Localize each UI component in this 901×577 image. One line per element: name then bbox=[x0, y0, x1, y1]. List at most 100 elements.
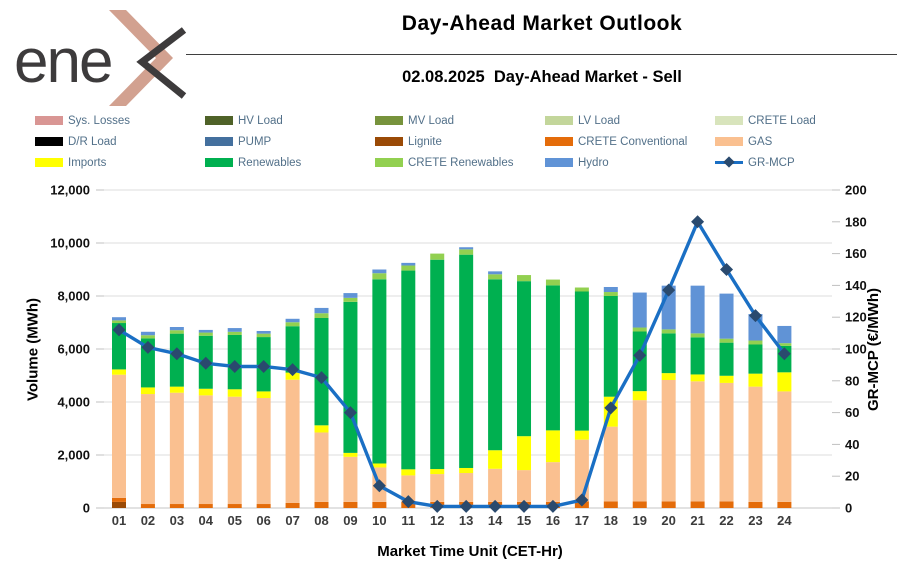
gr-mcp-marker-h07 bbox=[286, 363, 300, 377]
bar-segment-renewables-h16 bbox=[545, 285, 560, 431]
bar-segment-crete-conventional-h03 bbox=[169, 504, 184, 508]
gr-mcp-marker-h14 bbox=[488, 499, 502, 513]
right-axis-tick-label: 160 bbox=[845, 246, 867, 261]
bar-segment-crete-renewables-h15 bbox=[517, 275, 532, 282]
bar-segment-gas-h07 bbox=[285, 379, 300, 503]
bar-segment-hydro-h02 bbox=[140, 331, 155, 336]
bar-segment-renewables-h14 bbox=[488, 279, 503, 451]
gr-mcp-marker-h13 bbox=[459, 499, 473, 513]
bar-segment-hydro-h07 bbox=[285, 318, 300, 323]
x-axis-label-h10: 10 bbox=[372, 513, 386, 528]
x-axis-label-h23: 23 bbox=[748, 513, 762, 528]
bar-segment-crete-conventional-h22 bbox=[719, 501, 734, 508]
x-axis-label-h24: 24 bbox=[777, 513, 792, 528]
bar-segment-hydro-h22 bbox=[719, 293, 734, 339]
left-axis-tick-label: 12,000 bbox=[50, 183, 90, 198]
right-axis-tick-label: 40 bbox=[845, 437, 859, 452]
bar-segment-gas-h21 bbox=[690, 381, 705, 502]
legend-swatch-lignite bbox=[375, 137, 403, 146]
legend-label: GR-MCP bbox=[748, 156, 795, 169]
x-axis-label-h19: 19 bbox=[633, 513, 647, 528]
left-axis-tick-label: 2,000 bbox=[57, 448, 90, 463]
bar-segment-crete-renewables-h06 bbox=[256, 333, 271, 338]
bar-segment-gas-h18 bbox=[603, 426, 618, 502]
bar-segment-imports-h11 bbox=[401, 469, 416, 476]
bar-segment-gas-h06 bbox=[256, 398, 271, 505]
bar-segment-imports-h06 bbox=[256, 391, 271, 399]
bar-segment-gas-h03 bbox=[169, 392, 184, 505]
legend-swatch-gas bbox=[715, 137, 743, 146]
bar-segment-crete-renewables-h14 bbox=[488, 274, 503, 280]
bar-segment-crete-renewables-h11 bbox=[401, 265, 416, 271]
bar-segment-hydro-h01 bbox=[112, 317, 126, 321]
legend-swatch-sys-losses bbox=[35, 116, 63, 125]
gr-mcp-marker-h09 bbox=[343, 406, 357, 420]
bar-segment-hydro-h14 bbox=[488, 271, 503, 275]
bar-segment-crete-renewables-h12 bbox=[430, 253, 445, 260]
legend-item-mv-load: MV Load bbox=[375, 110, 545, 131]
bar-segment-crete-conventional-h18 bbox=[603, 501, 618, 508]
legend-item-crete-renewables: CRETE Renewables bbox=[375, 152, 545, 173]
bar-segment-gas-h17 bbox=[574, 439, 589, 502]
x-axis-label-h05: 05 bbox=[227, 513, 241, 528]
bar-segment-renewables-h15 bbox=[517, 281, 532, 437]
bar-segment-gas-h16 bbox=[545, 462, 560, 502]
bar-segment-crete-renewables-h07 bbox=[285, 322, 300, 327]
bar-segment-gas-h15 bbox=[517, 470, 532, 502]
legend-item-lignite: Lignite bbox=[375, 131, 545, 152]
right-axis-tick-label: 140 bbox=[845, 278, 867, 293]
header-divider bbox=[186, 54, 897, 55]
enex-logo-text: ene bbox=[14, 27, 111, 96]
bar-segment-imports-h22 bbox=[719, 375, 734, 383]
x-axis-label-h11: 11 bbox=[401, 513, 415, 528]
bar-segment-gas-h22 bbox=[719, 382, 734, 502]
bar-segment-gas-h20 bbox=[661, 380, 676, 502]
bar-segment-crete-renewables-h02 bbox=[140, 335, 155, 339]
bar-segment-crete-conventional-h06 bbox=[256, 504, 271, 508]
bar-segment-imports-h15 bbox=[517, 436, 532, 471]
enex-logo: ene bbox=[14, 10, 187, 106]
page-title: Day-Ahead Market Outlook bbox=[401, 12, 683, 35]
bar-segment-hydro-h24 bbox=[777, 325, 792, 344]
bar-segment-renewables-h07 bbox=[285, 326, 300, 373]
bar-segment-gas-h04 bbox=[198, 395, 213, 505]
gr-mcp-marker-h15 bbox=[517, 499, 531, 513]
right-axis-tick-label: 60 bbox=[845, 405, 859, 420]
bar-segment-crete-conventional-h19 bbox=[632, 501, 647, 508]
x-axis-label-h09: 09 bbox=[343, 513, 357, 528]
legend-label: HV Load bbox=[238, 114, 283, 127]
left-axis-tick-label: 4,000 bbox=[57, 395, 90, 410]
legend-label: LV Load bbox=[578, 114, 620, 127]
legend-item-imports: Imports bbox=[35, 152, 205, 173]
legend-label: Sys. Losses bbox=[68, 114, 130, 127]
x-axis-label-h08: 08 bbox=[314, 513, 328, 528]
left-axis-tick-label: 6,000 bbox=[57, 342, 90, 357]
bar-segment-crete-renewables-h13 bbox=[459, 249, 474, 255]
gr-mcp-marker-h03 bbox=[170, 347, 184, 361]
legend-swatch-lv-load bbox=[545, 116, 573, 125]
bar-segment-renewables-h01 bbox=[112, 323, 126, 370]
bar-segment-renewables-h09 bbox=[343, 301, 358, 453]
left-axis-title: Volume (MWh) bbox=[24, 297, 42, 402]
bar-segment-imports-h13 bbox=[459, 467, 474, 474]
x-axis-label-h02: 02 bbox=[141, 513, 155, 528]
legend-label: GAS bbox=[748, 135, 773, 148]
x-axis-label-h04: 04 bbox=[199, 513, 214, 528]
legend-swatch-mv-load bbox=[375, 116, 403, 125]
legend-swatch-hv-load bbox=[205, 116, 233, 125]
legend-item-lv-load: LV Load bbox=[545, 110, 715, 131]
x-axis-label-h07: 07 bbox=[285, 513, 299, 528]
bar-segment-crete-conventional-h20 bbox=[661, 501, 676, 508]
bar-segment-imports-h05 bbox=[227, 389, 242, 397]
gr-mcp-line-group bbox=[112, 215, 791, 513]
right-axis-tick-label: 80 bbox=[845, 373, 859, 388]
bar-segment-imports-h02 bbox=[140, 387, 155, 395]
gr-mcp-marker-h18 bbox=[604, 401, 618, 415]
legend-label: Renewables bbox=[238, 156, 302, 169]
bar-segment-imports-h17 bbox=[574, 430, 589, 440]
bar-segment-crete-renewables-h21 bbox=[690, 333, 705, 338]
gr-mcp-marker-h10 bbox=[372, 479, 386, 493]
bar-segment-hydro-h04 bbox=[198, 329, 213, 333]
bar-segment-hydro-h13 bbox=[459, 247, 474, 250]
bar-segment-hydro-h10 bbox=[372, 269, 387, 274]
